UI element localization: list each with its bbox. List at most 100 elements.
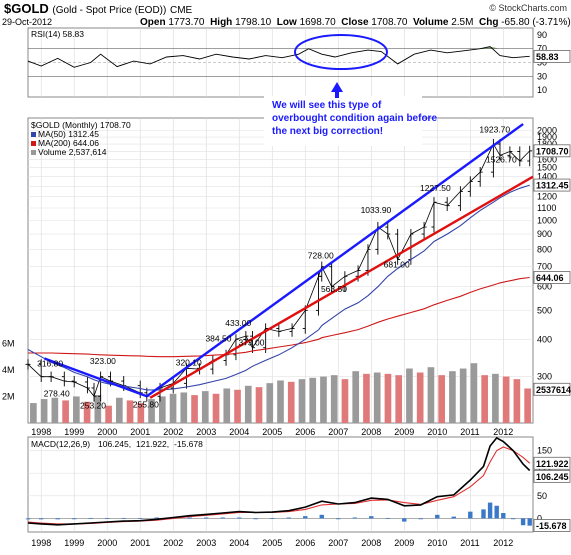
price-tick-800: 800 xyxy=(537,244,552,254)
volume-bar xyxy=(395,375,403,423)
price-tick-1800: 1800 xyxy=(537,139,557,149)
x-tick-bottom-2001: 2001 xyxy=(130,538,150,548)
x-tick-mid-2009: 2009 xyxy=(394,427,414,437)
volume-bar xyxy=(438,375,446,423)
price-tick-700: 700 xyxy=(537,262,552,272)
macd-histogram-bar xyxy=(352,517,357,519)
macd-histogram-bar xyxy=(39,518,44,520)
macd-histogram-bar xyxy=(154,517,159,519)
volume-bar xyxy=(481,375,488,423)
x-tick-mid-2004: 2004 xyxy=(229,427,249,437)
macd-line xyxy=(27,436,531,526)
rsi-legend: RSI(14) 58.83 xyxy=(31,29,84,39)
volume-bar xyxy=(470,363,478,423)
annotation-box xyxy=(264,96,422,146)
ma200-value-box xyxy=(533,271,571,284)
x-tick-bottom-2009: 2009 xyxy=(394,538,414,548)
volume-bar xyxy=(298,379,306,423)
macd-histogram-bar xyxy=(487,502,493,519)
price-tick-1500: 1500 xyxy=(537,163,557,173)
rsi-value: 58.83 xyxy=(536,52,559,62)
x-tick-bottom-2000: 2000 xyxy=(97,538,117,548)
x-tick-bottom-2007: 2007 xyxy=(328,538,348,548)
volume-bar xyxy=(51,397,59,423)
annotation-text-line-1: We will see this type of xyxy=(272,100,382,111)
x-tick-mid-2010: 2010 xyxy=(427,427,447,437)
volume-bar xyxy=(513,379,521,423)
volume-bar xyxy=(287,381,295,423)
volume-bar xyxy=(459,368,467,423)
price-label: 384.50 xyxy=(205,333,231,343)
downtrend-line xyxy=(44,357,148,398)
ma50-value: 1312.45 xyxy=(536,181,569,191)
volume-bar xyxy=(309,377,317,423)
price-label: 563.50 xyxy=(321,284,347,294)
macd-histogram-bar xyxy=(121,517,126,519)
price-label: 253.20 xyxy=(80,401,106,411)
price-label: 373.00 xyxy=(238,337,264,347)
x-tick-mid-2001: 2001 xyxy=(130,427,150,437)
price-label: 1923.70 xyxy=(479,124,510,134)
volume-bar xyxy=(244,385,252,423)
close-value: 1708.70 xyxy=(536,146,569,156)
annotation-arrow-icon xyxy=(331,82,343,98)
price-label: 323.00 xyxy=(90,356,116,366)
price-tick-1000: 1000 xyxy=(537,215,557,225)
volume-bar xyxy=(449,371,456,423)
price-tick-300: 300 xyxy=(537,372,552,382)
x-tick-mid-2005: 2005 xyxy=(262,427,282,437)
x-tick-mid-2011: 2011 xyxy=(460,427,479,437)
volume-bar xyxy=(83,401,91,423)
change-value: -65.80 (-3.71%) xyxy=(501,17,571,28)
volume-bar xyxy=(330,375,338,423)
volume-bar xyxy=(126,400,134,423)
x-tick-bottom-2006: 2006 xyxy=(295,538,315,548)
close-value: 1708.70 xyxy=(371,17,408,28)
macd-tick-50: 50 xyxy=(537,491,547,501)
change-label: Chg xyxy=(478,17,499,28)
price-label: 278.40 xyxy=(44,388,70,398)
macd-histogram-bar xyxy=(369,516,374,519)
volume-tick-6M: 6M xyxy=(2,338,15,348)
volume-bar xyxy=(352,371,360,423)
macd-histogram-bar xyxy=(402,518,407,522)
macd-legend-hist: -15.678 xyxy=(174,439,203,449)
volume-bar xyxy=(148,399,155,423)
macd-histogram-bar xyxy=(187,517,192,519)
macd-histogram-bar xyxy=(105,517,110,519)
ma200-value: 644.06 xyxy=(536,273,564,283)
upper-trend-channel-line xyxy=(146,123,524,398)
price-tick-600: 600 xyxy=(537,282,552,292)
macd-histogram-bar xyxy=(527,518,532,526)
volume-bar xyxy=(137,403,145,423)
x-tick-bottom-1998: 1998 xyxy=(31,538,51,548)
brand-watermark: © StockCharts.com xyxy=(489,3,567,13)
price-tick-2000: 2000 xyxy=(537,125,557,135)
x-tick-mid-2007: 2007 xyxy=(328,427,348,437)
price-tick-1100: 1100 xyxy=(537,203,556,213)
volume-legend: Volume 2,537,614 xyxy=(38,147,107,157)
x-tick-bottom-2003: 2003 xyxy=(196,538,216,548)
volume-bar xyxy=(416,372,424,423)
macd-histogram-bar xyxy=(510,518,516,520)
volume-bar xyxy=(320,376,327,423)
rsi-tick-30: 30 xyxy=(537,71,547,81)
price-line xyxy=(27,143,530,398)
exchange: CME xyxy=(169,5,193,16)
price-label: 433.00 xyxy=(225,318,251,328)
x-tick-mid-2000: 2000 xyxy=(97,427,117,437)
volume-bar xyxy=(30,403,37,423)
macd-legend-value: 106.245, xyxy=(98,439,131,449)
volume-label: Volume xyxy=(413,17,449,28)
volume-bar xyxy=(341,379,349,423)
ma50-legend: MA(50) 1312.45 xyxy=(38,129,99,139)
rsi-tick-10: 10 xyxy=(537,85,547,95)
volume-bar xyxy=(158,396,166,423)
volume-bar xyxy=(169,393,177,423)
price-panel-frame xyxy=(27,117,534,424)
macd-histogram-bar xyxy=(385,517,390,519)
volume-bar xyxy=(40,399,48,423)
macd-histogram-bar xyxy=(494,505,499,519)
macd-hist-value-box xyxy=(533,519,571,532)
macd-histogram-bar xyxy=(204,517,209,519)
